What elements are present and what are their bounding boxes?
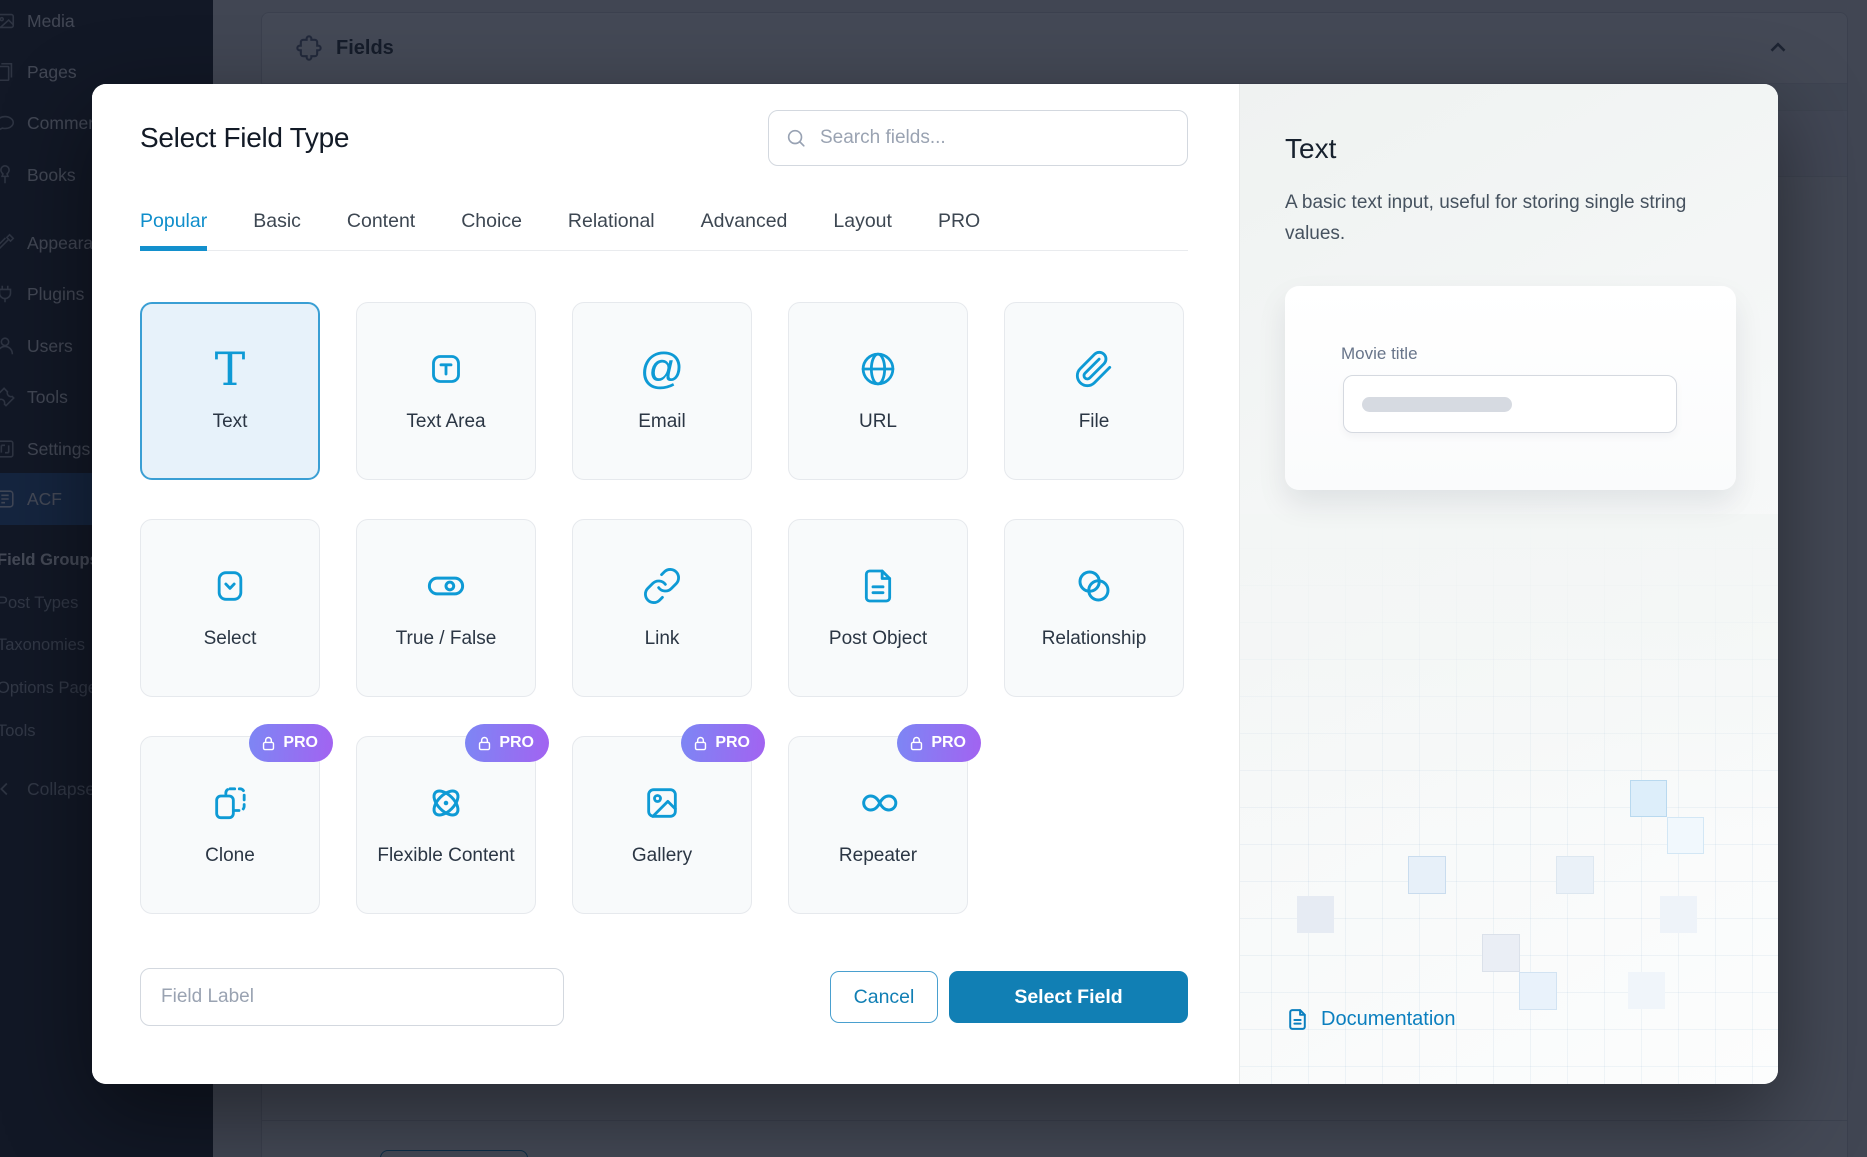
- decorative-square: [1628, 972, 1665, 1009]
- lock-icon: [695, 736, 707, 750]
- globe-icon: [857, 346, 899, 392]
- tab-layout[interactable]: Layout: [833, 210, 892, 232]
- field-card-gallery[interactable]: PRO Gallery: [572, 724, 765, 914]
- field-card-true-false[interactable]: True / False: [356, 519, 536, 697]
- decorative-square: [1408, 856, 1446, 894]
- link-icon: [642, 563, 682, 609]
- field-card-label: Flexible Content: [377, 844, 515, 866]
- tab-content[interactable]: Content: [346, 210, 416, 232]
- field-card-select[interactable]: Select: [140, 519, 320, 697]
- footer-actions: Cancel Select Field: [830, 971, 1188, 1023]
- field-card-link[interactable]: Link: [572, 519, 752, 697]
- lock-icon: [263, 736, 275, 750]
- field-card-label: File: [1078, 410, 1110, 432]
- field-card-clone[interactable]: PRO Clone: [140, 724, 333, 914]
- decorative-square: [1482, 934, 1520, 972]
- decorative-square: [1630, 780, 1667, 817]
- relationship-icon: [1073, 563, 1115, 609]
- decorative-square: [1556, 856, 1594, 894]
- text-field-icon: T: [214, 341, 246, 396]
- text-area-icon: [426, 346, 466, 392]
- clone-icon: [210, 780, 250, 826]
- repeater-infinity-icon: [857, 780, 899, 826]
- decorative-square: [1297, 896, 1334, 933]
- email-icon: @: [639, 343, 685, 393]
- tab-basic[interactable]: Basic: [253, 210, 301, 232]
- toggle-icon: [425, 563, 467, 609]
- search-icon: [785, 127, 807, 149]
- field-card-label: Text: [212, 410, 248, 432]
- pro-badge: PRO: [897, 724, 981, 762]
- field-card-label: Text Area: [406, 410, 486, 432]
- decorative-square: [1667, 817, 1704, 854]
- decorative-square: [1519, 972, 1557, 1010]
- field-card-label: Post Object: [828, 627, 928, 649]
- tab-relational[interactable]: Relational: [567, 210, 655, 232]
- paperclip-icon: [1074, 346, 1114, 392]
- field-type-description: A basic text input, useful for storing s…: [1285, 192, 1687, 245]
- cancel-button[interactable]: Cancel: [830, 971, 938, 1023]
- modal-main-section: Select Field Type Popular Basic Content …: [92, 84, 1239, 1084]
- search-input[interactable]: [820, 127, 1171, 149]
- documentation-label: Documentation: [1321, 1008, 1456, 1030]
- preview-text-input: [1343, 374, 1677, 433]
- field-card-url[interactable]: URL: [788, 302, 968, 480]
- gallery-icon: [642, 780, 682, 826]
- preview-field-label: Movie title: [1341, 343, 1418, 363]
- tab-choice[interactable]: Choice: [461, 210, 522, 232]
- input-skeleton-placeholder: [1362, 396, 1512, 412]
- field-card-label: True / False: [395, 627, 497, 649]
- field-label-input[interactable]: [140, 968, 564, 1026]
- field-card-label: Email: [638, 410, 686, 432]
- select-field-type-modal: Select Field Type Popular Basic Content …: [92, 84, 1778, 1084]
- tab-bar: Popular Basic Content Choice Relational …: [140, 210, 1188, 251]
- decorative-square: [1660, 896, 1697, 933]
- decorative-grid-pattern: [1240, 514, 1778, 1084]
- modal-footer: Cancel Select Field: [140, 968, 1188, 1026]
- field-type-name: Text: [1285, 133, 1337, 164]
- field-card-label: Select: [203, 627, 257, 649]
- pro-badge: PRO: [465, 724, 549, 762]
- lock-icon: [479, 736, 491, 750]
- tab-pro[interactable]: PRO: [937, 210, 981, 232]
- lock-icon: [911, 736, 923, 750]
- documentation-link[interactable]: Documentation: [1285, 1007, 1456, 1032]
- field-card-repeater[interactable]: PRO Repeater: [788, 724, 981, 914]
- documentation-icon: [1289, 1009, 1306, 1030]
- tab-advanced[interactable]: Advanced: [700, 210, 788, 232]
- tab-popular[interactable]: Popular: [140, 210, 208, 251]
- field-card-file[interactable]: File: [1004, 302, 1184, 480]
- modal-title: Select Field Type: [140, 122, 350, 153]
- field-type-grid: T Text Text Area @ Email URL: [140, 302, 1188, 914]
- field-card-email[interactable]: @ Email: [572, 302, 752, 480]
- field-card-label: Relationship: [1041, 627, 1147, 649]
- field-card-label: Gallery: [631, 844, 693, 866]
- field-card-text[interactable]: T Text: [140, 302, 320, 480]
- field-card-post-object[interactable]: Post Object: [788, 519, 968, 697]
- field-card-relationship[interactable]: Relationship: [1004, 519, 1184, 697]
- field-card-label: Clone: [205, 844, 255, 866]
- field-card-label: Repeater: [838, 844, 918, 866]
- document-icon: [858, 563, 898, 609]
- select-icon: [210, 563, 250, 609]
- field-preview-card: Movie title: [1285, 285, 1736, 490]
- field-card-flexible-content[interactable]: PRO Flexible Content: [356, 724, 549, 914]
- select-field-button[interactable]: Select Field: [949, 971, 1188, 1023]
- field-card-label: Link: [644, 627, 680, 649]
- field-details-panel: Text A basic text input, useful for stor…: [1239, 84, 1778, 1084]
- field-card-text-area[interactable]: Text Area: [356, 302, 536, 480]
- field-card-label: URL: [858, 410, 897, 432]
- search-field-container: [768, 110, 1188, 166]
- modal-header: Select Field Type: [140, 110, 1188, 166]
- flexible-content-icon: [425, 780, 467, 826]
- pro-badge: PRO: [249, 724, 333, 762]
- pro-badge: PRO: [681, 724, 765, 762]
